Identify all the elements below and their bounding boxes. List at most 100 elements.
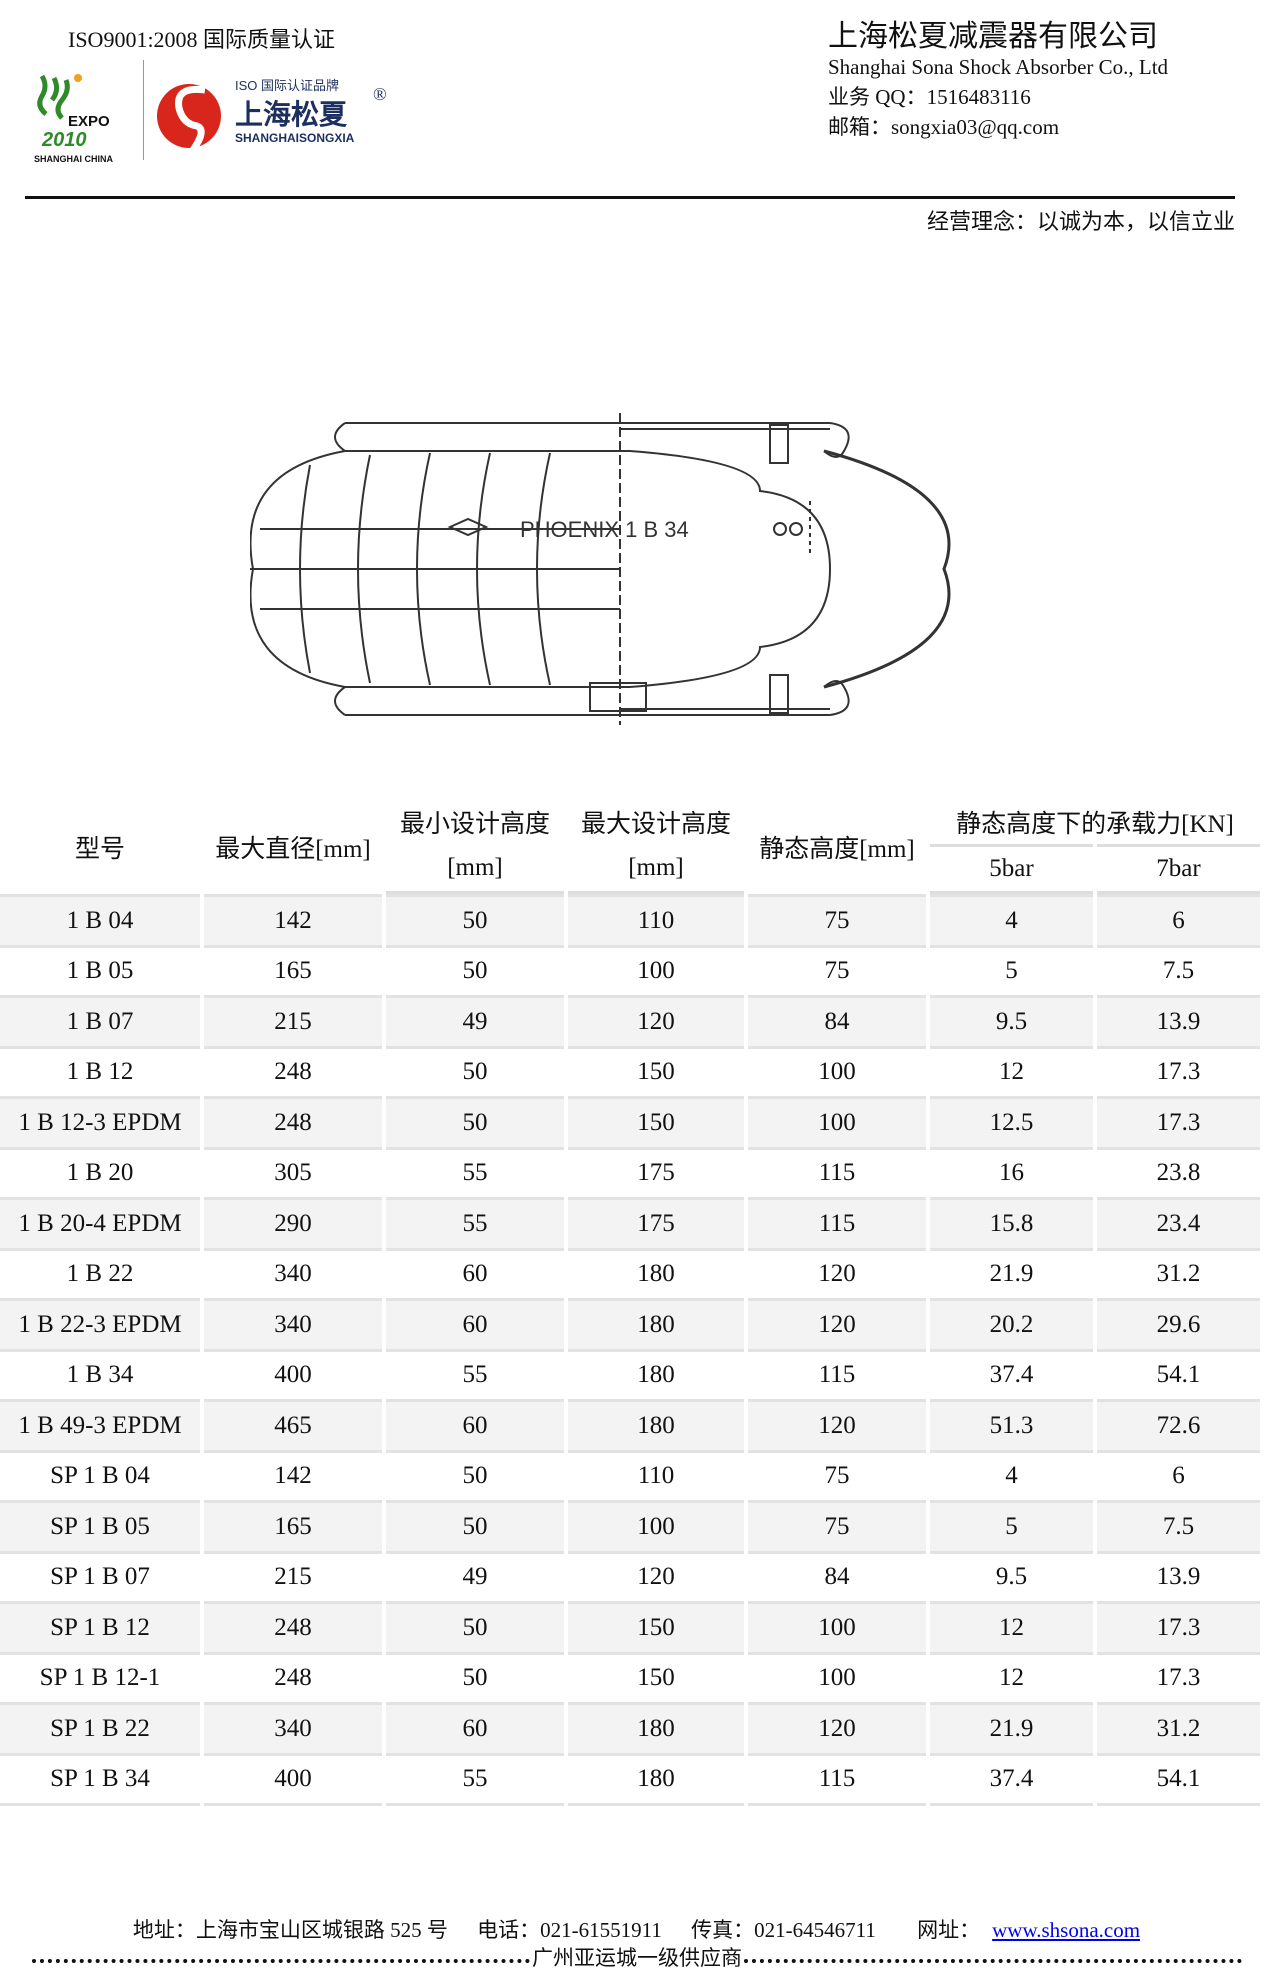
- cell-static-height: 100: [748, 1651, 926, 1703]
- svg-text:SHANGHAISONGXIA: SHANGHAISONGXIA: [235, 131, 355, 145]
- cell-load-7bar: 7.5: [1096, 1500, 1260, 1551]
- table-row: 1 B 05 165 50 100 75 5 7.5: [0, 944, 1260, 996]
- header-rule: [25, 196, 1235, 199]
- cell-max-height: 180: [568, 1702, 744, 1753]
- cell-max-diameter: 165: [204, 944, 382, 996]
- cell-static-height: 100: [748, 1096, 926, 1147]
- cell-load-5bar: 5: [930, 1500, 1093, 1551]
- cell-load-7bar: 13.9: [1096, 1550, 1260, 1602]
- cell-max-diameter: 340: [204, 1298, 382, 1349]
- cell-load-7bar: 17.3: [1096, 1045, 1260, 1097]
- cell-load-5bar: 20.2: [930, 1298, 1093, 1349]
- cell-max-height: 120: [568, 1550, 744, 1602]
- cell-load-5bar: 16: [930, 1146, 1093, 1198]
- table-row: 1 B 04 142 50 110 75 4 6: [0, 894, 1260, 945]
- cell-min-height: 50: [386, 1651, 564, 1703]
- website-link[interactable]: www.shsona.com: [992, 1918, 1141, 1942]
- table-row: SP 1 B 04 142 50 110 75 4 6: [0, 1449, 1260, 1501]
- table-row: 1 B 07 215 49 120 84 9.5 13.9: [0, 995, 1260, 1046]
- table-row: SP 1 B 34 400 55 180 115 37.4 54.1: [0, 1752, 1260, 1806]
- cell-static-height: 120: [748, 1702, 926, 1753]
- table-row: SP 1 B 22 340 60 180 120 21.9 31.2: [0, 1702, 1260, 1753]
- table-row: SP 1 B 07 215 49 120 84 9.5 13.9: [0, 1550, 1260, 1602]
- footer-phone: 电话：021-61551911: [477, 1918, 662, 1942]
- cell-load-7bar: 17.3: [1096, 1096, 1260, 1147]
- cell-max-diameter: 465: [204, 1399, 382, 1450]
- drawing-label: PHOENIX 1 B 34: [520, 517, 689, 542]
- cell-load-5bar: 15.8: [930, 1197, 1093, 1248]
- cell-static-height: 115: [748, 1197, 926, 1248]
- cell-load-5bar: 51.3: [930, 1399, 1093, 1450]
- table-row: 1 B 20-4 EPDM 290 55 175 115 15.8 23.4: [0, 1197, 1260, 1248]
- cell-min-height: 50: [386, 894, 564, 945]
- cell-static-height: 120: [748, 1247, 926, 1299]
- cell-max-height: 150: [568, 1601, 744, 1652]
- cell-load-7bar: 31.2: [1096, 1702, 1260, 1753]
- header-min-height: 最小设计高度: [399, 811, 550, 838]
- cell-max-diameter: 215: [204, 1550, 382, 1602]
- cell-max-diameter: 248: [204, 1601, 382, 1652]
- cell-max-height: 150: [568, 1096, 744, 1147]
- cell-max-height: 175: [568, 1197, 744, 1248]
- header-max-height: 最大设计高度: [580, 811, 731, 838]
- company-name-cn: 上海松夏减震器有限公司: [828, 20, 1158, 53]
- cell-max-diameter: 142: [204, 1449, 382, 1501]
- svg-text:SHANGHAI CHINA: SHANGHAI CHINA: [34, 154, 114, 164]
- cell-load-7bar: 23.8: [1096, 1146, 1260, 1198]
- table-row: SP 1 B 05 165 50 100 75 5 7.5: [0, 1500, 1260, 1551]
- cell-static-height: 84: [748, 1550, 926, 1602]
- table-row: 1 B 20 305 55 175 115 16 23.8: [0, 1146, 1260, 1198]
- cell-model: SP 1 B 04: [0, 1449, 200, 1501]
- cell-min-height: 50: [386, 944, 564, 996]
- songxia-brand-logo: ISO 国际认证品牌 上海松夏 SHANGHAISONGXIA ®: [157, 78, 387, 153]
- cell-model: 1 B 07: [0, 995, 200, 1046]
- air-spring-drawing: PHOENIX 1 B 34: [250, 413, 951, 725]
- footer-fax: 传真：021-64546711: [691, 1918, 876, 1942]
- cell-static-height: 100: [748, 1045, 926, 1097]
- logo-divider: [143, 60, 144, 160]
- cell-static-height: 84: [748, 995, 926, 1046]
- header-max-height-unit: [mm]: [568, 844, 744, 894]
- svg-text:ISO 国际认证品牌: ISO 国际认证品牌: [235, 78, 339, 93]
- cell-min-height: 55: [386, 1348, 564, 1400]
- footer-address: 地址：上海市宝山区城银路 525 号: [132, 1918, 448, 1942]
- cell-static-height: 120: [748, 1298, 926, 1349]
- cell-model: 1 B 12: [0, 1045, 200, 1097]
- footer-supplier: 广州亚运城一级供应商: [532, 1946, 742, 1970]
- company-info: 上海松夏减震器有限公司 Shanghai Sona Shock Absorber…: [828, 22, 1168, 142]
- cell-load-5bar: 5: [930, 944, 1093, 996]
- header-load-7bar: 7bar: [1096, 844, 1260, 894]
- cell-load-7bar: 54.1: [1096, 1752, 1260, 1806]
- cell-min-height: 50: [386, 1045, 564, 1097]
- table-row: 1 B 49-3 EPDM 465 60 180 120 51.3 72.6: [0, 1399, 1260, 1450]
- business-motto: 经营理念：以诚为本，以信立业: [926, 209, 1235, 234]
- cell-max-height: 180: [568, 1247, 744, 1299]
- cell-load-7bar: 6: [1096, 894, 1260, 945]
- cell-load-5bar: 4: [930, 1449, 1093, 1501]
- cell-max-diameter: 400: [204, 1348, 382, 1400]
- cell-min-height: 50: [386, 1449, 564, 1501]
- footer-dotted-line: 广州亚运城一级供应商: [32, 1944, 1242, 1970]
- cell-min-height: 60: [386, 1247, 564, 1299]
- cell-min-height: 50: [386, 1601, 564, 1652]
- cell-max-height: 180: [568, 1399, 744, 1450]
- svg-text:EXPO: EXPO: [68, 113, 110, 130]
- header-static-height: 静态高度[mm]: [759, 836, 915, 863]
- cell-max-height: 150: [568, 1045, 744, 1097]
- cell-max-diameter: 290: [204, 1197, 382, 1248]
- cell-max-height: 175: [568, 1146, 744, 1198]
- cell-model: 1 B 04: [0, 894, 200, 945]
- cell-model: 1 B 20: [0, 1146, 200, 1198]
- cell-max-diameter: 215: [204, 995, 382, 1046]
- cell-static-height: 115: [748, 1146, 926, 1198]
- svg-text:2010: 2010: [41, 129, 87, 151]
- table-row: 1 B 12-3 EPDM 248 50 150 100 12.5 17.3: [0, 1096, 1260, 1147]
- cell-max-height: 110: [568, 1449, 744, 1501]
- cell-load-5bar: 12: [930, 1651, 1093, 1703]
- cell-max-diameter: 248: [204, 1045, 382, 1097]
- cell-load-7bar: 54.1: [1096, 1348, 1260, 1400]
- cell-load-7bar: 31.2: [1096, 1247, 1260, 1299]
- cell-max-diameter: 165: [204, 1500, 382, 1551]
- cell-max-height: 100: [568, 944, 744, 996]
- footer-web-label: 网址：: [917, 1918, 981, 1942]
